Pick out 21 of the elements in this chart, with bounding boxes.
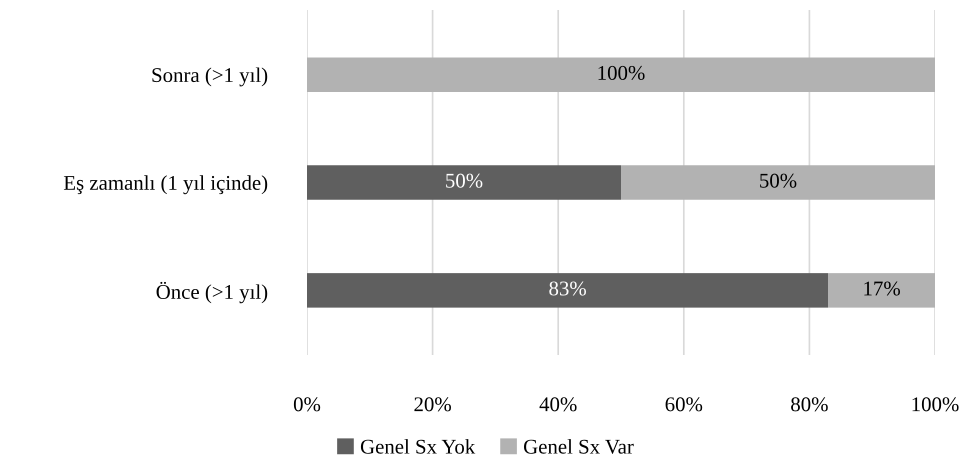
y-tick-label: Eş zamanlı (1 yıl içinde)	[64, 175, 268, 194]
x-tick-label: 60%	[666, 397, 702, 412]
data-label: 83%	[549, 281, 586, 296]
legend-label: Genel Sx Var	[524, 439, 634, 454]
bar	[828, 273, 935, 308]
y-tick-label: Önce (>1 yıl)	[156, 282, 268, 304]
bar	[621, 165, 935, 200]
x-tick-label: 0%	[294, 397, 320, 412]
bar	[307, 165, 621, 200]
x-tick-label: 100%	[912, 397, 959, 412]
y-tick-label: Sonra (>1 yıl)	[152, 67, 268, 86]
data-label: 50%	[760, 174, 796, 188]
bar	[307, 57, 935, 92]
bar	[307, 273, 828, 308]
x-tick-label: 80%	[791, 397, 828, 412]
data-label: 50%	[446, 174, 482, 188]
data-label: 17%	[864, 281, 900, 296]
x-tick-label: 20%	[414, 397, 451, 412]
data-label: 100%	[598, 66, 645, 80]
legend-label: Genel Sx Yok	[360, 439, 476, 454]
x-tick-label: 40%	[540, 397, 577, 412]
